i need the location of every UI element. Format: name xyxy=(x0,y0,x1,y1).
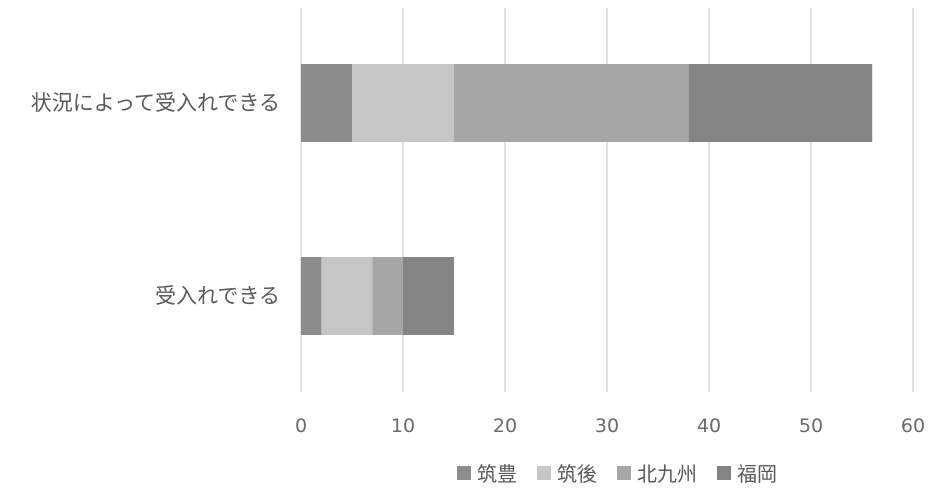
bar-segment xyxy=(688,64,873,142)
bar-segment xyxy=(454,64,689,142)
legend-swatch xyxy=(537,466,551,480)
bar-segment xyxy=(372,257,403,335)
x-tick-label: 20 xyxy=(493,415,517,437)
x-tick-label: 60 xyxy=(901,415,925,437)
legend-label: 福岡 xyxy=(737,462,777,486)
bar-segment xyxy=(301,64,352,142)
legend-swatch xyxy=(717,466,731,480)
x-tick-label: 40 xyxy=(697,415,721,437)
legend-label: 北九州 xyxy=(637,462,697,486)
legend-label: 筑後 xyxy=(557,462,597,486)
x-tick-label: 50 xyxy=(799,415,823,437)
x-tick-label: 30 xyxy=(595,415,619,437)
bar-segment xyxy=(352,64,454,142)
bar-segment xyxy=(321,257,373,335)
legend: 筑豊 筑後 北九州 福岡 xyxy=(457,462,777,486)
x-tick-label: 0 xyxy=(295,415,307,437)
category-label: 受入れできる xyxy=(155,284,280,308)
bar-segment xyxy=(403,257,454,335)
category-label: 状況によって受入れできる xyxy=(31,91,280,115)
x-tick-labels: 0 10 20 30 40 50 60 xyxy=(295,415,925,437)
bars xyxy=(301,64,873,335)
legend-label: 筑豊 xyxy=(477,462,517,486)
bar-segment xyxy=(301,257,322,335)
legend-swatch xyxy=(617,466,631,480)
x-tick-label: 10 xyxy=(391,415,415,437)
legend-swatch xyxy=(457,466,471,480)
